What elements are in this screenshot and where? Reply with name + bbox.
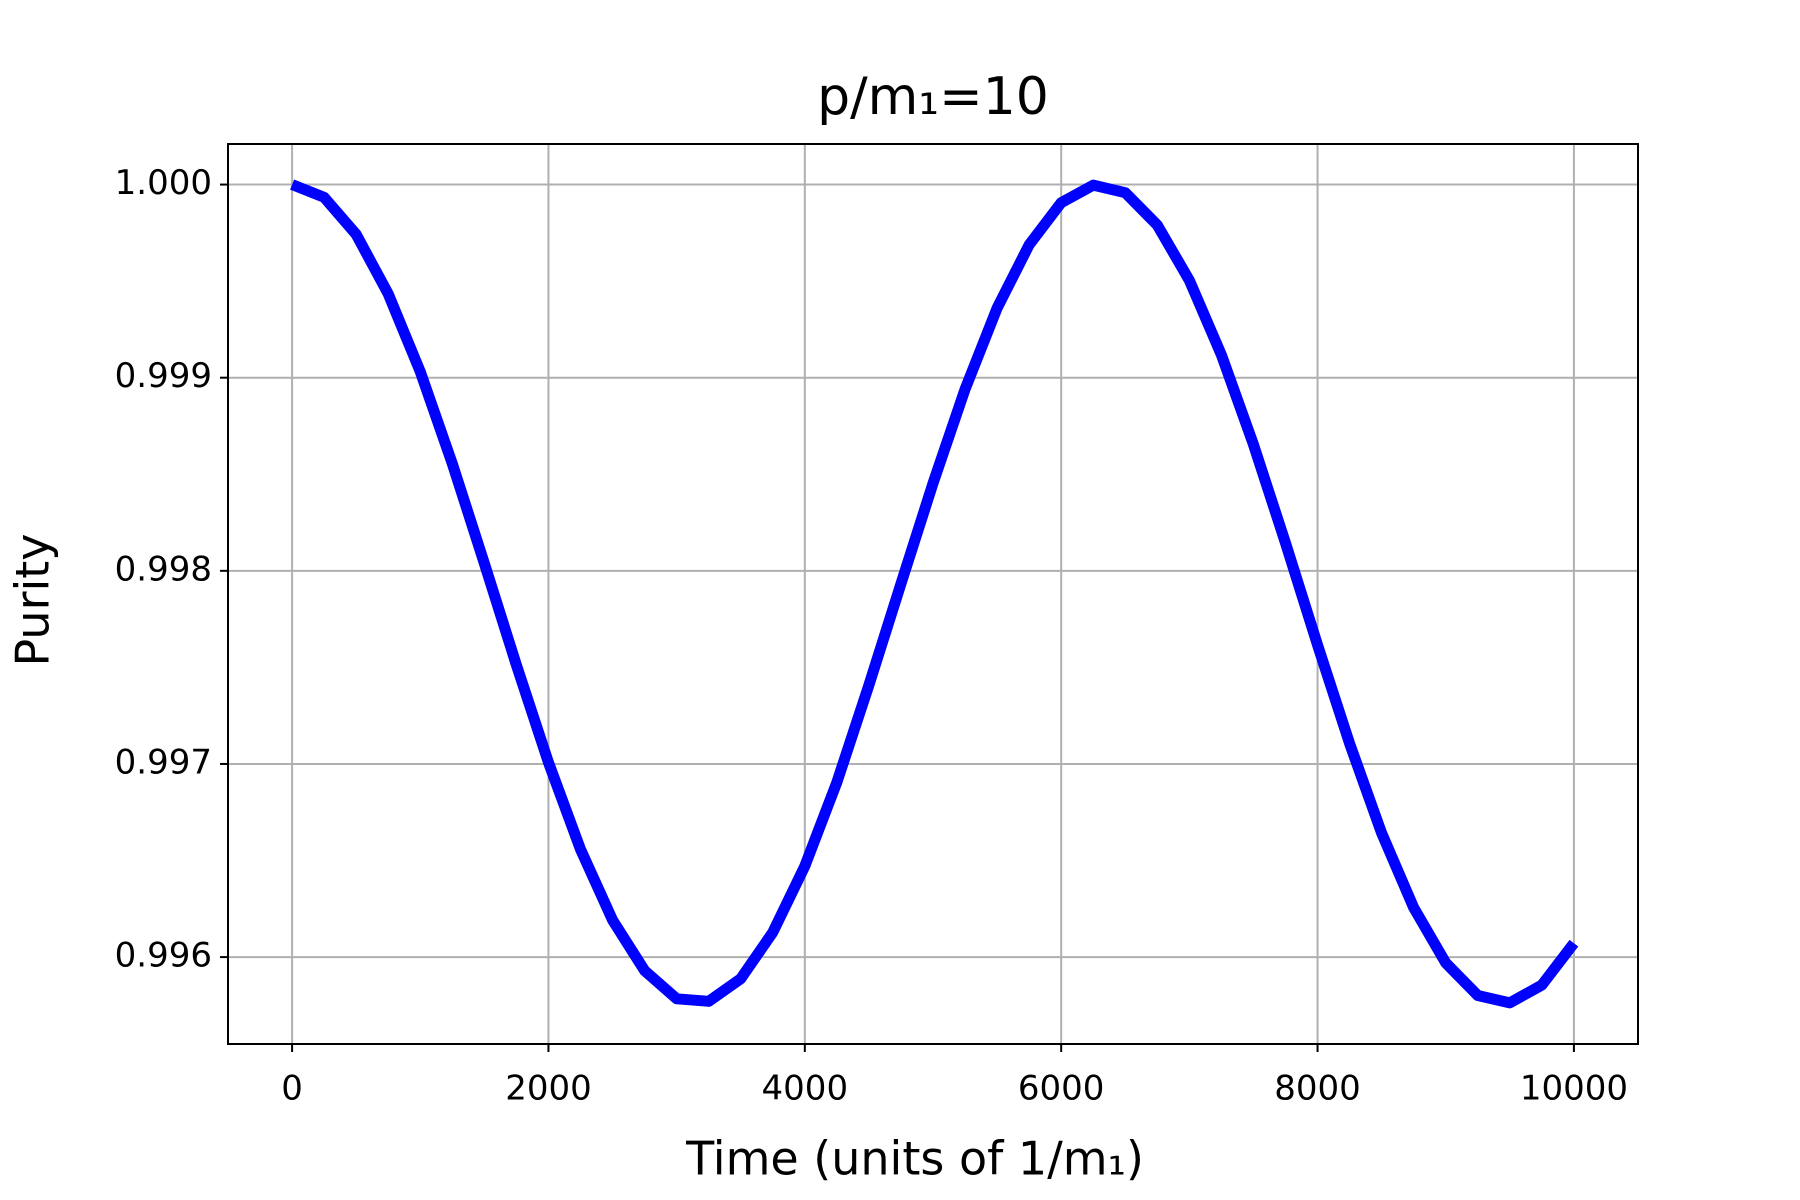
- x-tick-label: 4000: [762, 1069, 849, 1109]
- y-tick-label: 0.998: [115, 549, 212, 589]
- data-line: [290, 179, 1579, 1009]
- x-tick-label: 8000: [1274, 1069, 1361, 1109]
- x-tick-label: 2000: [505, 1069, 592, 1109]
- y-tick-label: 1.000: [115, 163, 212, 203]
- x-axis-label: Time (units of 1/m₁): [685, 1132, 1144, 1186]
- y-tick-label: 0.997: [115, 742, 212, 782]
- x-tick-label: 10000: [1520, 1069, 1628, 1109]
- x-tick-label: 0: [281, 1069, 303, 1109]
- y-tick-label: 0.999: [115, 356, 212, 396]
- chart-title: p/m₁=10: [817, 67, 1049, 127]
- y-axis-label: Purity: [6, 533, 60, 666]
- y-tick-label: 0.996: [115, 936, 212, 976]
- plot-frame: [227, 143, 1639, 1045]
- x-tick-label: 6000: [1018, 1069, 1105, 1109]
